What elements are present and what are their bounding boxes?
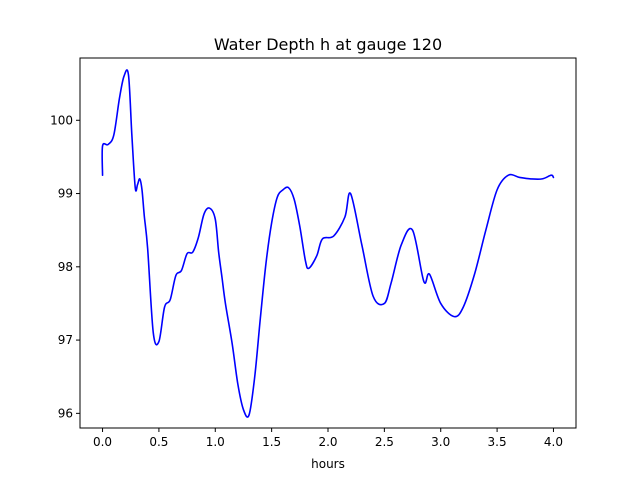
y-tick-label: 100 xyxy=(50,113,73,127)
x-tick-label: 4.0 xyxy=(544,435,563,449)
x-tick-label: 3.5 xyxy=(488,435,507,449)
plot-background xyxy=(80,58,576,428)
series-line-0 xyxy=(101,69,555,418)
x-tick-label: 1.5 xyxy=(262,435,281,449)
x-tick-label: 0.5 xyxy=(149,435,168,449)
x-tick-label: 1.0 xyxy=(206,435,225,449)
y-tick-label: 99 xyxy=(58,187,73,201)
chart-title: Water Depth h at gauge 120 xyxy=(214,35,442,54)
x-axis-label: hours xyxy=(311,457,345,471)
y-tick-label: 98 xyxy=(58,260,73,274)
x-tick-label: 0.0 xyxy=(93,435,112,449)
x-tick-label: 2.5 xyxy=(375,435,394,449)
y-tick-label: 96 xyxy=(58,406,73,420)
x-tick-label: 3.0 xyxy=(431,435,450,449)
x-tick-label: 2.0 xyxy=(318,435,337,449)
x-axis: 0.0 0.5 1.0 1.5 2.0 2.5 3.0 3.5 4.0 xyxy=(93,428,563,449)
y-axis: 96 97 98 99 100 xyxy=(50,113,80,420)
series-layer xyxy=(101,69,555,418)
y-tick-label: 97 xyxy=(58,333,73,347)
